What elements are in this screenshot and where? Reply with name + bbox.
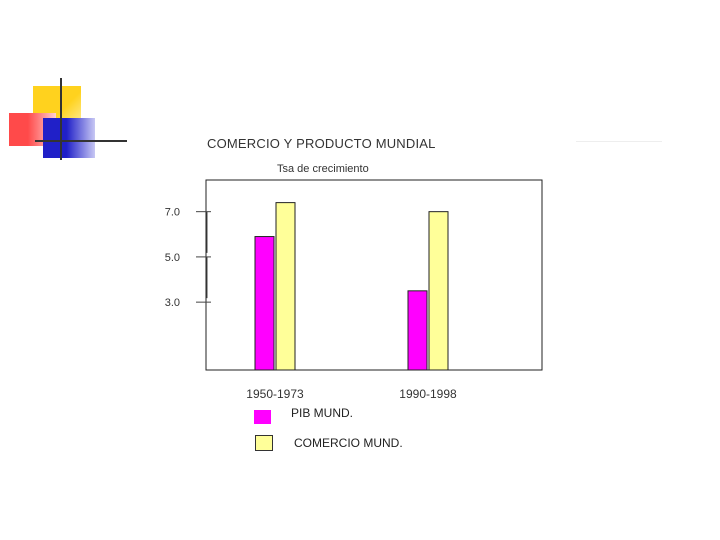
y-tick-label: 5.0 [165, 252, 180, 264]
legend-swatch-comercio [255, 435, 273, 451]
bar-pib-1 [254, 236, 275, 371]
deco-faint-line [576, 141, 662, 142]
legend-swatch-pib [254, 410, 271, 424]
deco-blue-square [43, 118, 95, 158]
deco-vertical-line [60, 78, 62, 160]
bar-comercio-2 [428, 211, 449, 371]
legend-label-pib: PIB MUND. [291, 406, 354, 420]
y-tick-label: 7.0 [165, 207, 180, 219]
y-tick-label: 3.0 [165, 297, 180, 309]
plot-frame [205, 179, 543, 371]
legend-label-comercio: COMERCIO MUND. [294, 436, 403, 450]
bar-comercio-1 [275, 202, 296, 371]
x-tick-label: 1990-1998 [399, 387, 457, 401]
deco-horizontal-line [35, 140, 127, 142]
bar-pib-2 [407, 290, 428, 371]
x-tick-label: 1950-1973 [246, 387, 304, 401]
chart-subtitle: Tsa de crecimiento [277, 163, 369, 175]
chart-title: COMERCIO Y PRODUCTO MUNDIAL [207, 136, 436, 151]
